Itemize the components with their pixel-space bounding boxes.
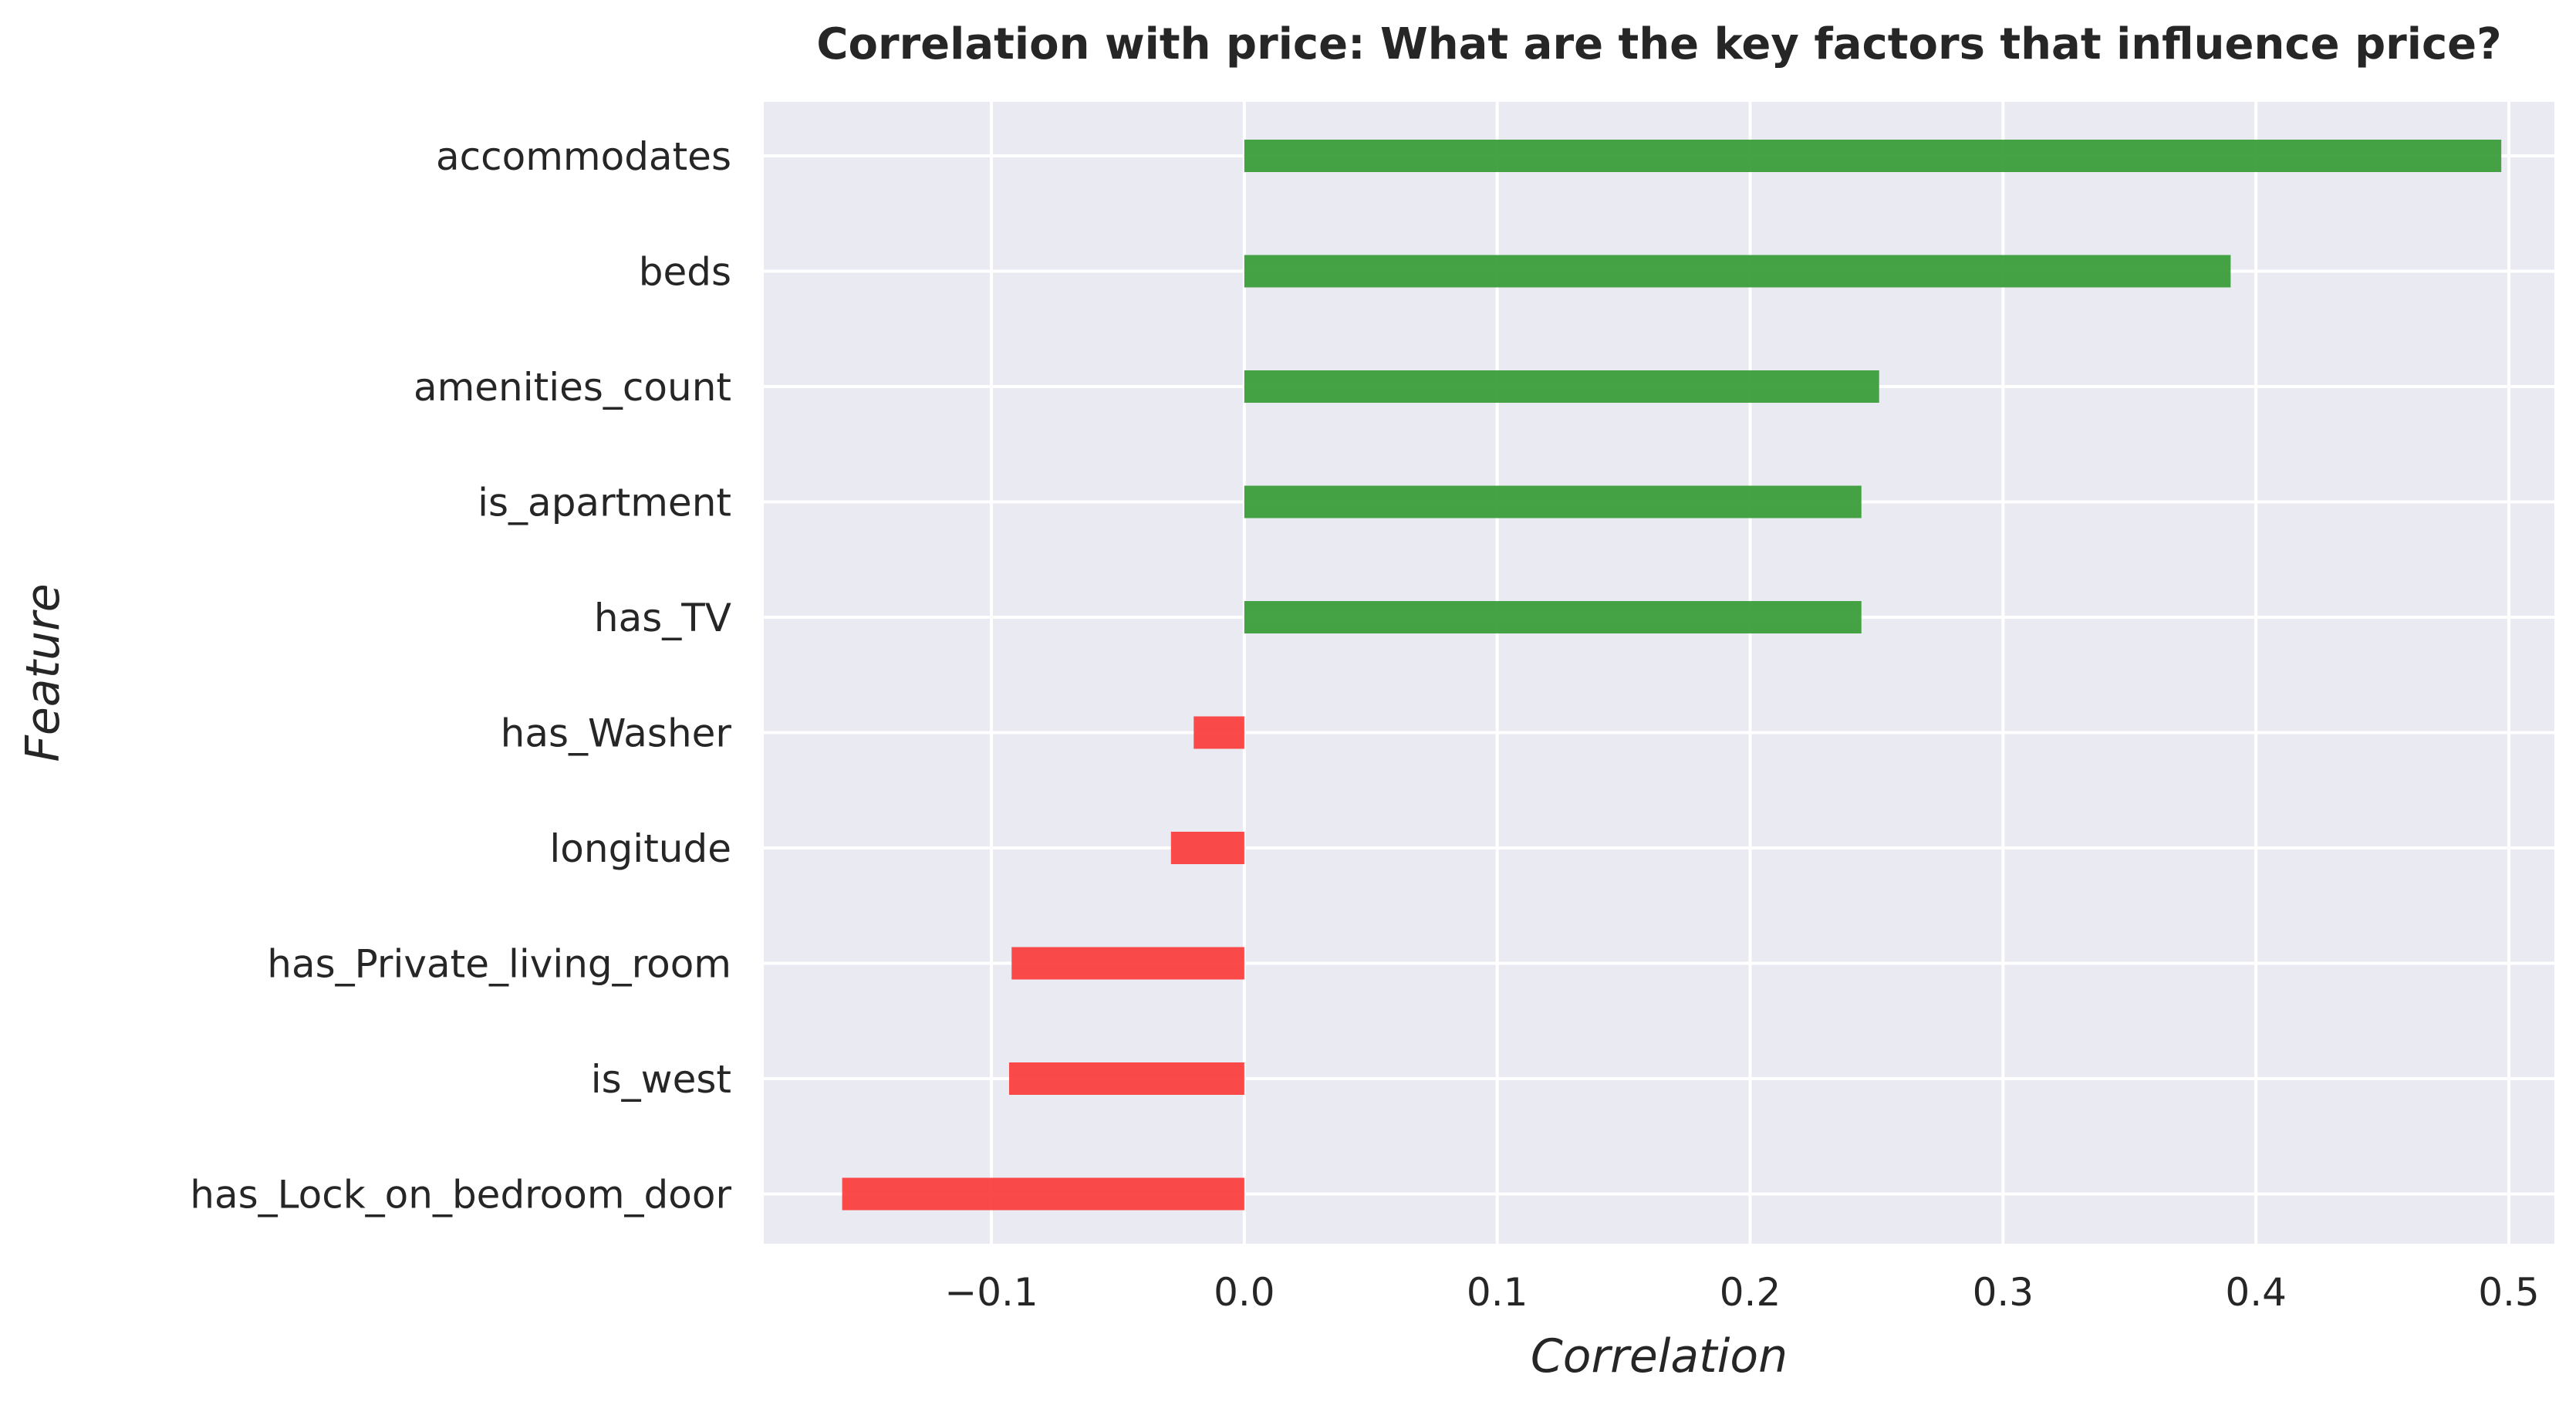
bar-longitude: [1170, 832, 1244, 864]
x-tick-label: 0.2: [1720, 1270, 1781, 1315]
y-tick-label: longitude: [549, 826, 731, 871]
bar-amenities_count: [1244, 370, 1879, 403]
bar-has_TV: [1244, 601, 1862, 633]
y-tick-label: has_Private_living_room: [267, 942, 731, 987]
x-axis-label: Correlation: [1531, 1329, 1788, 1383]
x-tick-label: −0.1: [944, 1270, 1038, 1315]
x-tick-label: 0.4: [2225, 1270, 2287, 1315]
x-tick-label: 0.0: [1214, 1270, 1275, 1315]
y-tick-label: has_TV: [594, 596, 731, 640]
y-tick-label: is_west: [591, 1057, 731, 1102]
bar-accommodates: [1244, 140, 2502, 172]
y-tick-label: has_Washer: [501, 711, 732, 756]
y-tick-labels: accommodates beds amenities_count is_apartm…: [190, 134, 731, 1218]
x-tick-labels: −0.1 0.0 0.1 0.2 0.3 0.4 0.5: [944, 1270, 2539, 1315]
bar-is_apartment: [1244, 485, 1862, 518]
bar-beds: [1244, 255, 2231, 288]
bar-is_west: [1008, 1062, 1244, 1095]
bar-has_Private_living_room: [1011, 947, 1244, 980]
y-tick-label: accommodates: [436, 134, 731, 179]
y-tick-label: amenities_count: [414, 365, 731, 410]
y-tick-label: has_Lock_on_bedroom_door: [190, 1173, 731, 1218]
x-tick-label: 0.3: [1973, 1270, 2034, 1315]
x-tick-label: 0.1: [1467, 1270, 1528, 1315]
x-tick-label: 0.5: [2478, 1270, 2540, 1315]
y-axis-label: Feature: [16, 583, 70, 762]
bar-has_Washer: [1193, 716, 1244, 749]
bars: [842, 140, 2502, 1211]
bar-has_Lock_on_bedroom_door: [842, 1177, 1244, 1211]
y-tick-label: beds: [639, 250, 731, 295]
y-tick-label: is_apartment: [478, 481, 731, 525]
chart-title: Correlation with price: What are the key…: [816, 19, 2501, 69]
